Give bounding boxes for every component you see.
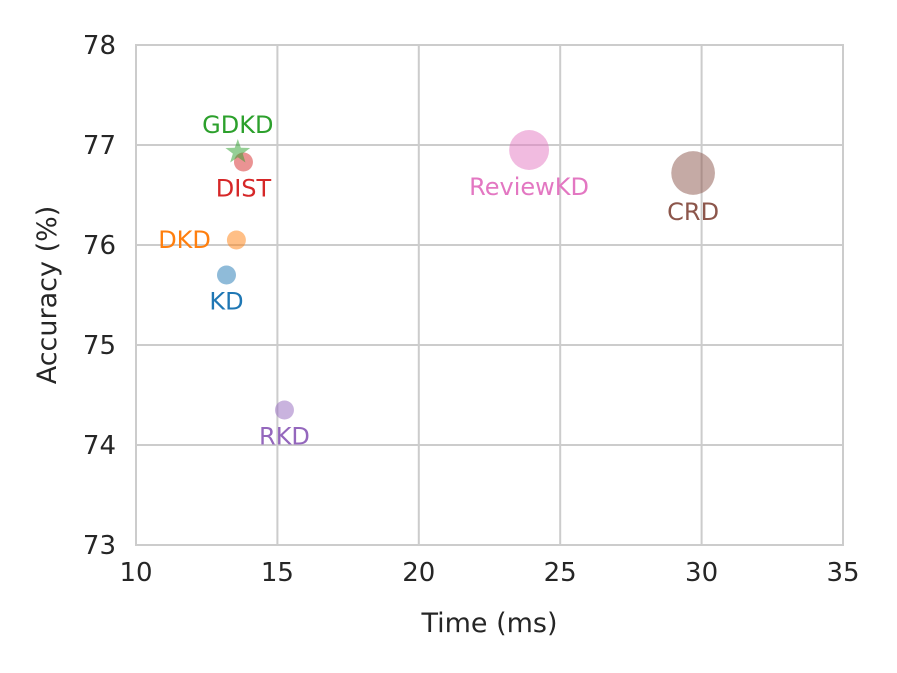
- x-tick-label: 35: [826, 558, 859, 588]
- tick-labels: 10 15 20 25 30 35 73 74 75 76 77 78: [83, 31, 860, 588]
- label-gdkd: GDKD: [202, 111, 273, 139]
- plot-frame: [135, 44, 844, 546]
- x-axis-label: Time (ms): [420, 608, 557, 639]
- x-tick-label: 30: [685, 558, 718, 588]
- label-reviewkd: ReviewKD: [469, 173, 589, 201]
- y-tick-label: 73: [83, 531, 116, 561]
- label-dkd: DKD: [158, 226, 211, 254]
- y-tick-label: 76: [83, 231, 116, 261]
- data-points: [216, 130, 715, 420]
- x-tick-label: 15: [261, 558, 294, 588]
- point-rkd: [274, 400, 294, 420]
- y-tick-label: 75: [83, 331, 116, 361]
- point-gdkd: [225, 139, 251, 163]
- x-tick-label: 25: [544, 558, 577, 588]
- label-rkd: RKD: [259, 423, 310, 451]
- x-tick-label: 20: [402, 558, 435, 588]
- point-crd: [671, 151, 715, 195]
- point-kd: [216, 265, 236, 285]
- label-crd: CRD: [667, 198, 719, 226]
- x-tick-label: 10: [119, 558, 152, 588]
- y-tick-label: 78: [83, 31, 116, 61]
- point-reviewkd: [509, 130, 550, 170]
- y-axis-label: Accuracy (%): [32, 206, 63, 385]
- point-dkd: [226, 230, 246, 250]
- label-kd: KD: [209, 288, 243, 316]
- y-tick-label: 74: [83, 431, 116, 461]
- y-tick-label: 77: [83, 131, 116, 161]
- label-dist: DIST: [216, 175, 272, 203]
